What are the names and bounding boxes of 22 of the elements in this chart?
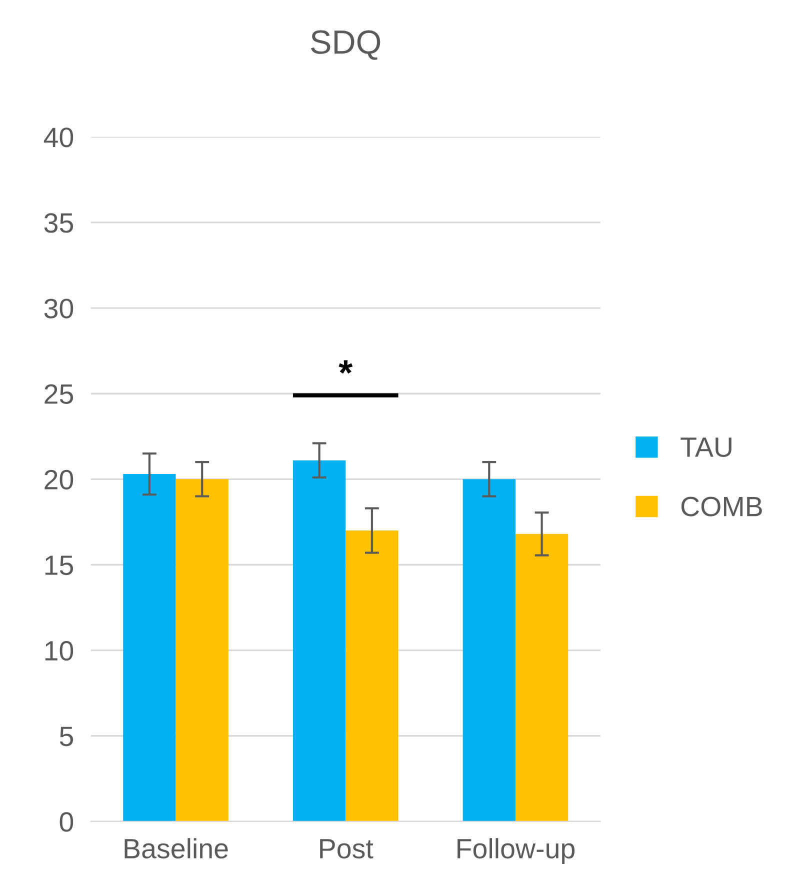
y-tick-label: 10 bbox=[45, 640, 74, 661]
annotation: * bbox=[338, 360, 353, 374]
y-tick-label: 0 bbox=[60, 812, 74, 832]
y-tick-label: 25 bbox=[44, 384, 74, 404]
bar bbox=[176, 479, 228, 822]
bar bbox=[515, 534, 568, 822]
legend-label: COMB bbox=[681, 496, 762, 516]
y-tick-label: 30 bbox=[44, 298, 74, 318]
legend-label: TAU bbox=[680, 438, 732, 458]
bar bbox=[292, 460, 346, 822]
y-tick-label: 20 bbox=[44, 470, 74, 490]
x-tick-label: Follow-up bbox=[458, 838, 575, 864]
x-tick-label: Baseline bbox=[124, 838, 228, 859]
y-tick-label: 35 bbox=[44, 213, 74, 233]
y-tick-label: 40 bbox=[44, 128, 74, 148]
y-tick-label: 5 bbox=[60, 726, 74, 746]
bar bbox=[462, 479, 516, 822]
bar bbox=[123, 474, 176, 822]
bar bbox=[346, 530, 398, 822]
y-tick-label: 15 bbox=[45, 556, 74, 576]
x-tick-label: Post bbox=[320, 839, 374, 859]
chart-title: SDQ bbox=[311, 30, 380, 60]
